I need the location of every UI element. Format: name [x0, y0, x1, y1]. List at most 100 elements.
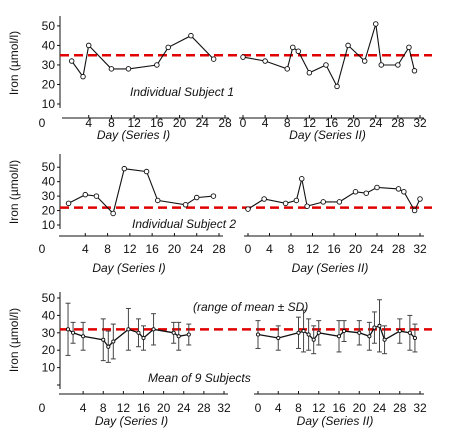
y-tick-label: 30 [42, 189, 56, 203]
chart-annotation: Individual Subject 2 [132, 217, 236, 231]
data-point [255, 332, 261, 337]
x-tick-label: 12 [127, 116, 141, 130]
x-tick-label: 20 [173, 116, 187, 130]
y-tick-label: 50 [42, 160, 56, 174]
data-point [81, 334, 86, 339]
data-point [141, 335, 146, 341]
x-tick-label: 0 [245, 242, 252, 256]
x-tick-label: 4 [262, 116, 269, 130]
x-axis-label: Day (Series II) [289, 128, 366, 142]
data-point [336, 199, 343, 205]
x-tick-label: 0 [255, 401, 262, 415]
data-point [304, 203, 310, 209]
data-point [401, 189, 407, 195]
y-tick-label: 50 [42, 19, 56, 33]
x-tick-label: 4 [80, 401, 87, 415]
x-axis-label: Day (Series II) [292, 261, 369, 275]
data-point [171, 330, 176, 335]
data-point [395, 186, 402, 192]
x-tick-label: 4 [82, 242, 89, 256]
x-tick-label: 16 [145, 242, 159, 256]
data-point [372, 325, 377, 330]
x-tick-label: 20 [353, 401, 367, 415]
origin-label: 0 [39, 116, 46, 130]
data-point [306, 332, 311, 337]
data-point [111, 339, 116, 344]
y-tick-label: 50 [42, 291, 56, 305]
data-point [71, 330, 76, 335]
data-point [110, 210, 116, 217]
data-point [334, 83, 340, 90]
x-axis-label: Day (Series I) [97, 128, 170, 142]
data-point [342, 329, 347, 334]
origin-label: 0 [39, 242, 46, 256]
data-point [101, 337, 106, 342]
data-point [182, 202, 189, 208]
data-point [106, 344, 111, 349]
data-point [262, 58, 268, 64]
x-tick-label: 28 [212, 242, 226, 256]
data-point [361, 58, 368, 64]
data-point [85, 42, 92, 49]
x-tick-label: 4 [275, 401, 282, 415]
x-tick-label: 16 [332, 401, 346, 415]
data-point [82, 191, 89, 198]
data-point [311, 337, 316, 342]
x-tick-label: 16 [327, 242, 341, 256]
data-point [125, 66, 132, 72]
data-point [377, 323, 382, 328]
data-point [367, 334, 372, 339]
y-tick-label: 10 [42, 218, 56, 232]
x-tick-label: 16 [150, 116, 164, 130]
x-tick-label: 24 [373, 401, 387, 415]
data-point [108, 66, 115, 72]
data-point [261, 196, 267, 202]
x-tick-label: 8 [104, 242, 111, 256]
data-point [306, 70, 313, 76]
data-point [320, 199, 327, 205]
data-point [336, 334, 342, 339]
data-point [352, 189, 359, 195]
data-point [276, 335, 281, 341]
y-axis-label: Iron (µmol/l) [7, 31, 21, 95]
data-point [282, 200, 289, 207]
x-tick-label: 16 [325, 116, 339, 130]
data-point [345, 42, 351, 49]
y-tick-label: 20 [42, 204, 56, 218]
x-tick-label: 20 [168, 242, 182, 256]
series-line [247, 178, 421, 212]
x-axis-label: Day (Series I) [92, 261, 165, 275]
data-point [186, 332, 191, 337]
y-tick-label: 20 [42, 77, 56, 91]
x-tick-label: 12 [306, 242, 320, 256]
x-tick-label: 4 [85, 116, 92, 130]
x-tick-label: 24 [370, 242, 384, 256]
data-point [373, 21, 379, 27]
y-axis-label: Iron (µmol/l) [7, 308, 21, 372]
data-point [121, 165, 128, 172]
data-point [284, 66, 291, 72]
data-point [407, 330, 412, 335]
data-point [395, 62, 401, 68]
x-tick-label: 12 [123, 242, 137, 256]
data-point [136, 330, 141, 335]
y-axis-label: Iron (µmol/l) [7, 160, 21, 224]
data-point [193, 194, 200, 201]
x-tick-label: 28 [392, 242, 406, 256]
data-point [65, 327, 71, 332]
y-tick-label: 10 [42, 97, 56, 111]
data-point [93, 193, 100, 199]
x-tick-label: 32 [413, 242, 427, 256]
data-point [210, 193, 217, 199]
data-point [154, 197, 161, 204]
data-point [323, 62, 329, 68]
x-tick-label: 8 [108, 116, 115, 130]
data-point [295, 48, 302, 55]
data-point [301, 329, 306, 334]
data-point [126, 327, 131, 332]
data-point [165, 44, 171, 51]
x-tick-label: 28 [391, 116, 405, 130]
x-tick-label: 8 [295, 401, 302, 415]
chart-annotation-2: Mean of 9 Subjects [148, 371, 251, 385]
